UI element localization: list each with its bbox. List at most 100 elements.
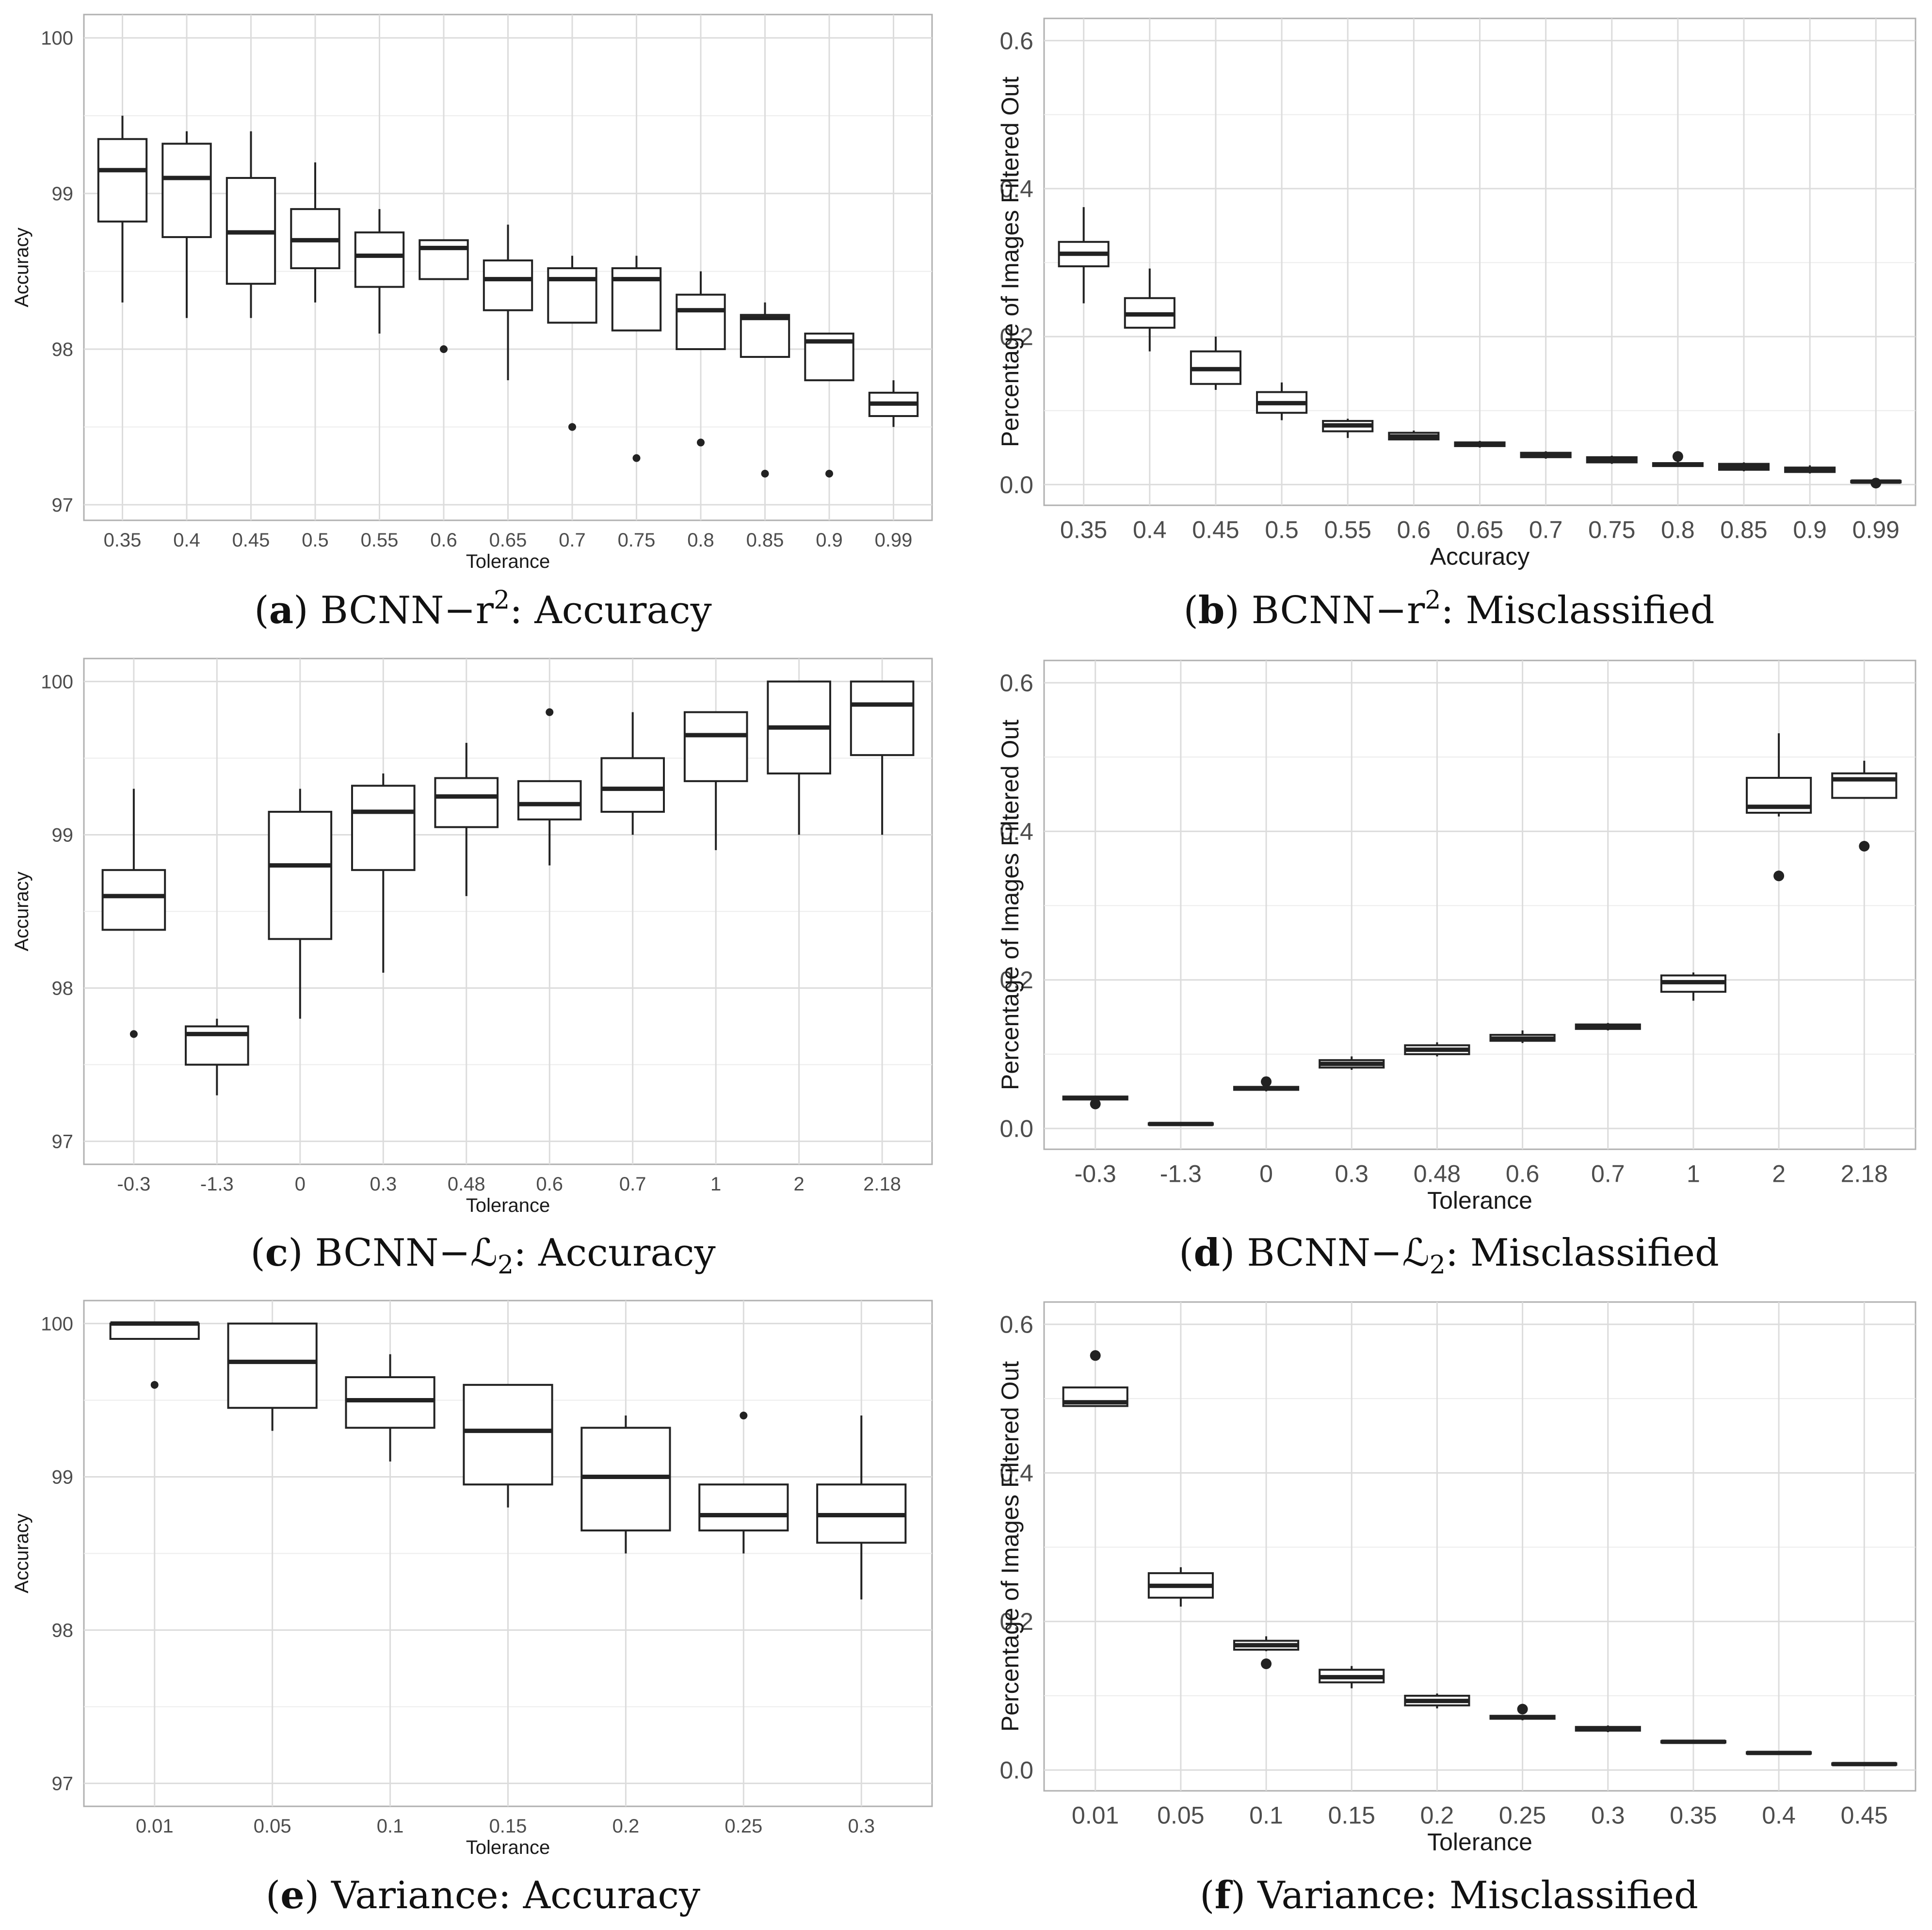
x-tick-label: 0.05 [254, 1816, 291, 1837]
x-tick-label: 2.18 [1841, 1160, 1888, 1188]
box-0.99 [1850, 478, 1902, 489]
y-tick-label: 0.0 [999, 471, 1033, 499]
box-0.85 [1718, 462, 1770, 471]
box-0.65 [483, 225, 533, 381]
box--1.3 [1147, 1122, 1214, 1126]
x-tick-label: 0.2 [612, 1816, 640, 1837]
chart-panel-d: 0.0 0.2 0.4 0.6 -0.3 -1.3 0 0.3 0.48 0.6 0.7 1 2 2.18… [997, 659, 1916, 1280]
chart-panel-c: 97 98 99 100 -0.3 -1.3 0 0.3 0.48 0.6 0.7 1 2 2.18 Tol… [11, 658, 933, 1280]
x-tick-label: 0.9 [816, 530, 843, 551]
outlier-point [1870, 478, 1882, 489]
box-0.35 [97, 115, 148, 303]
box-0.99 [868, 380, 919, 427]
box-0.05 [1147, 1567, 1214, 1607]
box-body [517, 780, 582, 820]
y-tick-label: 100 [41, 1313, 73, 1335]
box-0.4 [1746, 1751, 1812, 1755]
x-tick-label: 0.25 [724, 1816, 762, 1837]
x-tick-label: 0.01 [1072, 1802, 1119, 1829]
outlier-point [1090, 1350, 1101, 1361]
outlier-point [568, 423, 576, 431]
x-tick-label: 0.48 [1414, 1160, 1461, 1188]
chart-panel-f: 0.0 0.2 0.4 0.6 0.01 0.05 0.1 0.15 0.2 0.25 0.3 0.3… [997, 1301, 1916, 1917]
y-axis-label: Accuracy [11, 1513, 32, 1593]
y-tick-label: 98 [52, 978, 74, 999]
outlier-point [1859, 840, 1870, 852]
box-body [109, 1322, 200, 1340]
plot-border [1043, 659, 1916, 1150]
x-tick-label: 0.99 [875, 530, 913, 551]
box-2.18 [850, 680, 915, 835]
box-0.45 [225, 131, 276, 318]
box-0.6 [1388, 430, 1440, 441]
x-tick-label: 0.6 [430, 530, 457, 551]
box-0.65 [1454, 441, 1506, 448]
x-tick-label: 0.35 [104, 530, 142, 551]
outlier-point [150, 1381, 159, 1389]
x-tick-label: 0.15 [489, 1816, 527, 1837]
x-tick-label: -0.3 [1075, 1160, 1116, 1188]
box-0.15 [463, 1383, 553, 1508]
y-tick-label: 100 [41, 28, 73, 49]
x-tick-label: 0.45 [1841, 1802, 1888, 1829]
box-0.55 [354, 209, 405, 334]
box-0.75 [611, 256, 662, 462]
x-tick-label: 0.25 [1499, 1802, 1546, 1829]
box-0.35 [1660, 1739, 1727, 1744]
box-0.4 [161, 131, 212, 318]
x-tick-label: 0.6 [1397, 516, 1431, 544]
y-tick-label: 99 [52, 824, 74, 846]
box-0.45 [1831, 1762, 1898, 1767]
box-body [547, 267, 597, 324]
box-0.1 [1233, 1636, 1300, 1670]
x-tick-label: 0.5 [302, 530, 329, 551]
box-0.6 [419, 239, 469, 353]
x-tick-label: 0 [1259, 1160, 1273, 1188]
y-tick-label: 98 [52, 339, 74, 360]
x-tick-label: 0.1 [377, 1816, 404, 1837]
box-0 [268, 788, 333, 1019]
box-2.18 [1831, 760, 1898, 852]
x-tick-label: 0.35 [1670, 1802, 1717, 1829]
x-tick-label: 0.8 [687, 530, 714, 551]
x-tick-label: -1.3 [1160, 1160, 1202, 1188]
x-tick-label: 0.3 [1335, 1160, 1368, 1188]
box-0.25 [698, 1412, 789, 1554]
box-body [483, 259, 533, 311]
x-tick-label: 0.9 [1793, 516, 1827, 544]
y-tick-label: 100 [41, 671, 73, 692]
y-tick-label: 0.2 [999, 323, 1033, 351]
box-0.1 [345, 1354, 435, 1462]
x-tick-label: 0.99 [1852, 516, 1900, 544]
box-body [345, 1376, 435, 1429]
x-tick-label: 0.3 [370, 1174, 397, 1195]
box--0.3 [1062, 1095, 1128, 1110]
panel-caption: (a) BCNN−r2: Accuracy [254, 586, 711, 632]
y-tick-label: 97 [52, 495, 74, 516]
box-body [463, 1383, 553, 1486]
box-0.01 [1062, 1350, 1128, 1407]
outlier-point [697, 438, 705, 447]
x-tick-label: 0.6 [536, 1174, 563, 1195]
y-tick-label: 0.4 [999, 818, 1033, 845]
x-tick-label: 0.7 [559, 530, 586, 551]
box-body [676, 293, 726, 350]
y-tick-label: 0.2 [999, 1608, 1033, 1635]
box-body [698, 1483, 789, 1532]
y-tick-label: 97 [52, 1773, 74, 1795]
x-tick-label: 0.55 [1324, 516, 1371, 544]
outlier-point [740, 1412, 748, 1420]
box-0.45 [1190, 337, 1242, 390]
box-body [1831, 772, 1898, 799]
x-tick-label: 0.65 [489, 530, 527, 551]
box-0.7 [1575, 1023, 1641, 1030]
plot-border [1043, 1301, 1916, 1792]
x-tick-label: 1 [710, 1174, 721, 1195]
y-axis-label: Percentage of Images Filtered Out [997, 1361, 1024, 1732]
outlier-point [825, 469, 833, 478]
y-tick-label: 97 [52, 1131, 74, 1153]
box-body [161, 143, 212, 238]
box-2 [1746, 733, 1812, 882]
box-0.8 [1652, 451, 1704, 467]
outlier-point [1773, 870, 1785, 882]
